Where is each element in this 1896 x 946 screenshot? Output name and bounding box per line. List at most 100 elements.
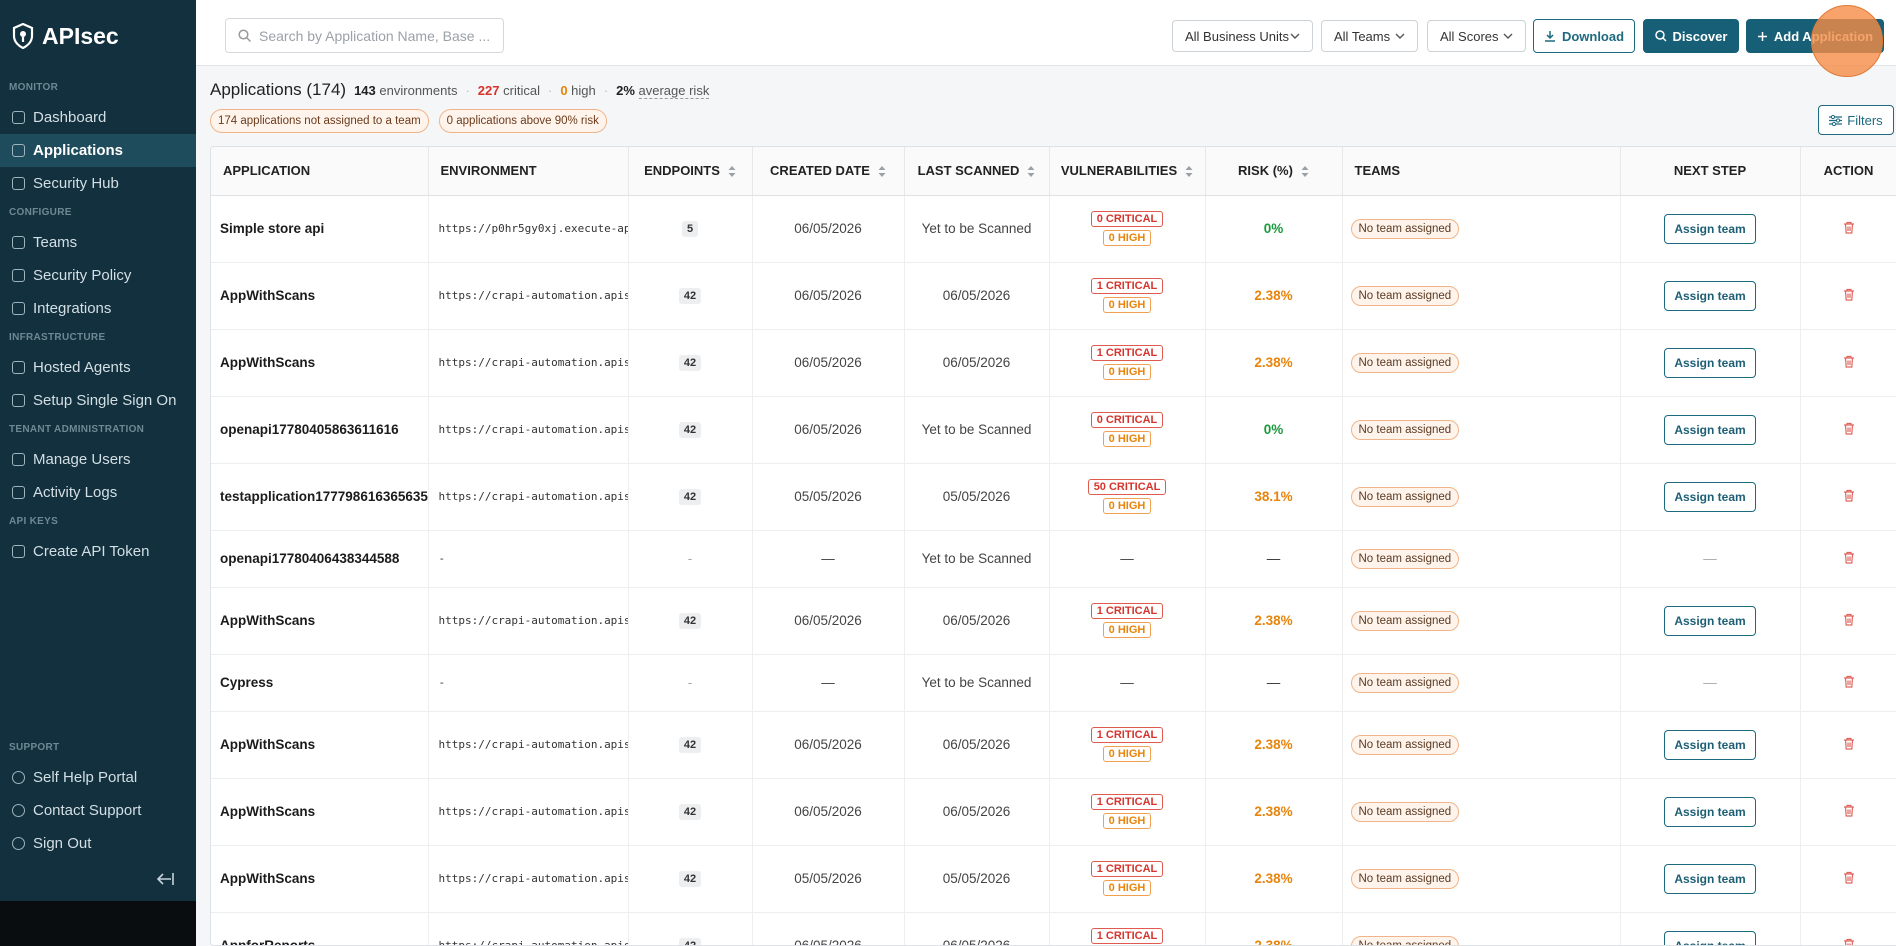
nav-item[interactable]: Security Policy (0, 259, 196, 292)
nav-item[interactable]: Teams (0, 226, 196, 259)
delete-icon[interactable] (1843, 422, 1855, 435)
discover-button[interactable]: Discover (1643, 19, 1739, 53)
add-application-label: Add Application (1773, 28, 1874, 44)
column-header: NEXT STEP (1620, 147, 1801, 196)
assign-team-button[interactable]: Assign team (1664, 729, 1756, 760)
endpoints-cell: 42 (628, 329, 753, 397)
assign-team-button[interactable]: Assign team (1664, 605, 1756, 636)
created-date: 06/05/2026 (752, 587, 905, 655)
delete-icon[interactable] (1843, 489, 1855, 502)
stat: 2% average risk (616, 83, 710, 99)
vulnerability-badge: 1 CRITICAL (1090, 861, 1164, 877)
nav-icon (12, 361, 25, 374)
nav-item[interactable]: Create API Token (0, 535, 196, 568)
add-application-button[interactable]: Add Application (1746, 19, 1884, 53)
risk: 2.38% (1254, 613, 1293, 628)
assign-team-button[interactable]: Assign team (1664, 930, 1756, 945)
nav-item[interactable]: Activity Logs (0, 476, 196, 509)
endpoints: - (687, 675, 693, 690)
risk: 2.38% (1254, 804, 1293, 819)
nav-item[interactable]: Applications (0, 134, 196, 167)
delete-icon[interactable] (1843, 804, 1855, 817)
assign-team-button[interactable]: Assign team (1664, 481, 1756, 512)
vulnerabilities: — (1120, 551, 1134, 566)
assign-team-button[interactable]: Assign team (1664, 347, 1756, 378)
table: APPLICATION ENVIRONMENT ENDPOINTS CREATED D… (211, 147, 1896, 946)
vulnerability-badge: 0 HIGH (1102, 364, 1152, 380)
filter-dropdown[interactable]: All Scores (1427, 20, 1526, 52)
created-date: 06/05/2026 (752, 262, 905, 330)
app-name: Cypress (211, 654, 429, 712)
stat: 143 environments (354, 83, 457, 98)
search-box[interactable]: Search by Application Name, Base ... (225, 18, 504, 53)
nav-item[interactable]: Self Help Portal (0, 761, 196, 794)
nav-label: Hosted Agents (33, 359, 131, 376)
vulnerability-badge: 1 CRITICAL (1090, 794, 1164, 810)
environment: https://crapi-automation.apise… (428, 778, 629, 846)
separator: · (547, 83, 553, 98)
delete-icon[interactable] (1843, 675, 1855, 688)
action-cell (1800, 396, 1896, 464)
nav-item[interactable]: Integrations (0, 292, 196, 325)
delete-icon[interactable] (1843, 737, 1855, 750)
nav-item[interactable]: Setup Single Sign On (0, 384, 196, 417)
delete-icon[interactable] (1843, 871, 1855, 884)
download-button[interactable]: Download (1533, 19, 1635, 53)
column-header[interactable]: CREATED DATE (752, 147, 905, 196)
delete-icon[interactable] (1843, 938, 1855, 946)
last-scanned: 05/05/2026 (904, 845, 1050, 913)
section-title: API KEYS (9, 516, 59, 527)
created-date: 06/05/2026 (752, 195, 905, 263)
vulnerability-badge: 0 HIGH (1102, 746, 1152, 762)
delete-icon[interactable] (1843, 288, 1855, 301)
teams-cell: No team assigned (1342, 912, 1621, 945)
nav-item[interactable]: Sign Out (0, 827, 196, 860)
nav-item[interactable]: Manage Users (0, 443, 196, 476)
column-header[interactable]: RISK (%) (1205, 147, 1343, 196)
filters-button[interactable]: Filters (1818, 105, 1894, 135)
nav-label: Security Hub (33, 175, 119, 192)
next-step-cell: Assign team (1620, 912, 1801, 945)
discover-label: Discover (1672, 28, 1728, 44)
assign-team-button[interactable]: Assign team (1664, 414, 1756, 445)
endpoints: 42 (678, 422, 702, 438)
sort-icon (1185, 166, 1193, 178)
collapse-icon[interactable] (156, 871, 174, 887)
assign-team-button[interactable]: Assign team (1664, 863, 1756, 894)
nav-item[interactable]: Contact Support (0, 794, 196, 827)
team-badge: No team assigned (1350, 868, 1460, 889)
assign-team-button[interactable]: Assign team (1664, 796, 1756, 827)
vulnerability-badge: 0 HIGH (1102, 431, 1152, 447)
delete-icon[interactable] (1843, 355, 1855, 368)
discover-icon (1654, 30, 1667, 42)
team-badge: No team assigned (1350, 548, 1460, 569)
environment: https://crapi-automation.apise… (428, 845, 629, 913)
sidebar-footer (0, 901, 196, 946)
column-header[interactable]: ENDPOINTS (628, 147, 753, 196)
delete-icon[interactable] (1843, 221, 1855, 234)
delete-icon[interactable] (1843, 551, 1855, 564)
section-title: MONITOR (9, 82, 59, 93)
vulnerability-badge: 1 CRITICAL (1090, 345, 1164, 361)
endpoints: 42 (678, 737, 702, 753)
endpoints: 42 (678, 489, 702, 505)
nav-item[interactable]: Security Hub (0, 167, 196, 200)
delete-icon[interactable] (1843, 613, 1855, 626)
last-scanned: 06/05/2026 (904, 329, 1050, 397)
endpoints-cell: 42 (628, 711, 753, 779)
nav-item[interactable]: Hosted Agents (0, 351, 196, 384)
vulnerabilities-cell: — (1049, 530, 1206, 588)
action-cell (1800, 329, 1896, 397)
column-header[interactable]: VULNERABILITIES (1049, 147, 1206, 196)
app-name: AppWithScans (211, 329, 429, 397)
assign-team-button[interactable]: Assign team (1664, 213, 1756, 244)
filter-dropdown[interactable]: All Teams (1321, 20, 1418, 52)
stat-value: 143 (354, 83, 376, 98)
assign-team-button[interactable]: Assign team (1664, 280, 1756, 311)
nav-item[interactable]: Dashboard (0, 101, 196, 134)
filter-dropdown[interactable]: All Business Units (1172, 20, 1313, 52)
column-header[interactable]: LAST SCANNED (904, 147, 1050, 196)
endpoints-cell: 42 (628, 463, 753, 531)
vulnerability-badge: 0 CRITICAL (1090, 412, 1164, 428)
nav-label: Sign Out (33, 835, 92, 852)
